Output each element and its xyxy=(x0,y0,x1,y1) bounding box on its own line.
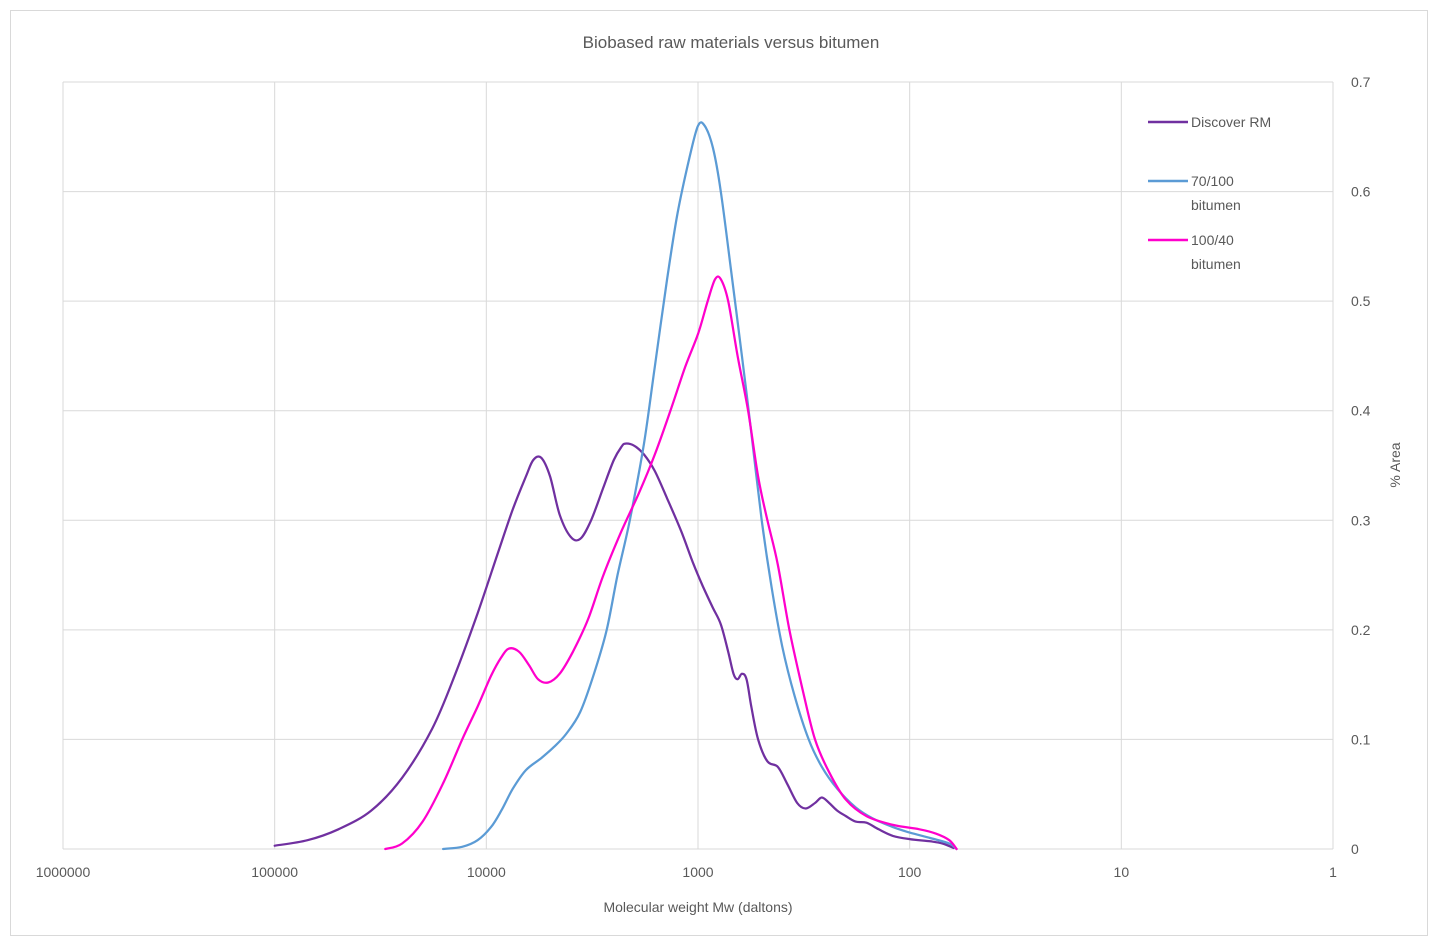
y-tick-label: 0 xyxy=(1351,841,1359,857)
x-tick-label: 1000 xyxy=(682,864,713,880)
y-axis-title: % Area xyxy=(1387,442,1403,487)
legend-label: 70/100 bitumen xyxy=(1191,173,1241,213)
y-tick-label: 0.2 xyxy=(1351,622,1371,638)
x-tick-label: 100 xyxy=(898,864,922,880)
x-tick-label: 1000000 xyxy=(36,864,91,880)
y-tick-label: 0.4 xyxy=(1351,403,1371,419)
x-axis-title: Molecular weight Mw (daltons) xyxy=(603,899,792,915)
y-tick-label: 0.3 xyxy=(1351,512,1371,528)
y-tick-label: 0.6 xyxy=(1351,184,1371,200)
series-group xyxy=(273,121,958,851)
y-tick-label: 0.7 xyxy=(1351,74,1371,90)
legend-label: 100/40 bitumen xyxy=(1191,232,1241,272)
x-tick-label: 10000 xyxy=(467,864,506,880)
chart-title: Biobased raw materials versus bitumen xyxy=(583,33,880,52)
legend-label: Discover RM xyxy=(1191,114,1271,130)
x-tick-label: 1 xyxy=(1329,864,1337,880)
series-line-3 xyxy=(384,275,958,851)
legend: Discover RM 70/100 bitumen 100/40 bitumen xyxy=(1148,114,1271,272)
y-tick-label: 0.1 xyxy=(1351,731,1371,747)
x-tick-labels: 1000000 100000 10000 1000 100 10 1 xyxy=(36,864,1337,880)
x-tick-label: 100000 xyxy=(251,864,298,880)
x-tick-label: 10 xyxy=(1114,864,1130,880)
y-tick-labels: 0 0.1 0.2 0.3 0.4 0.5 0.6 0.7 xyxy=(1351,74,1371,857)
series-line-2 xyxy=(441,121,958,851)
y-tick-label: 0.5 xyxy=(1351,293,1371,309)
grid xyxy=(62,81,1334,850)
chart-frame xyxy=(10,10,1428,936)
series-line-1 xyxy=(273,442,955,850)
